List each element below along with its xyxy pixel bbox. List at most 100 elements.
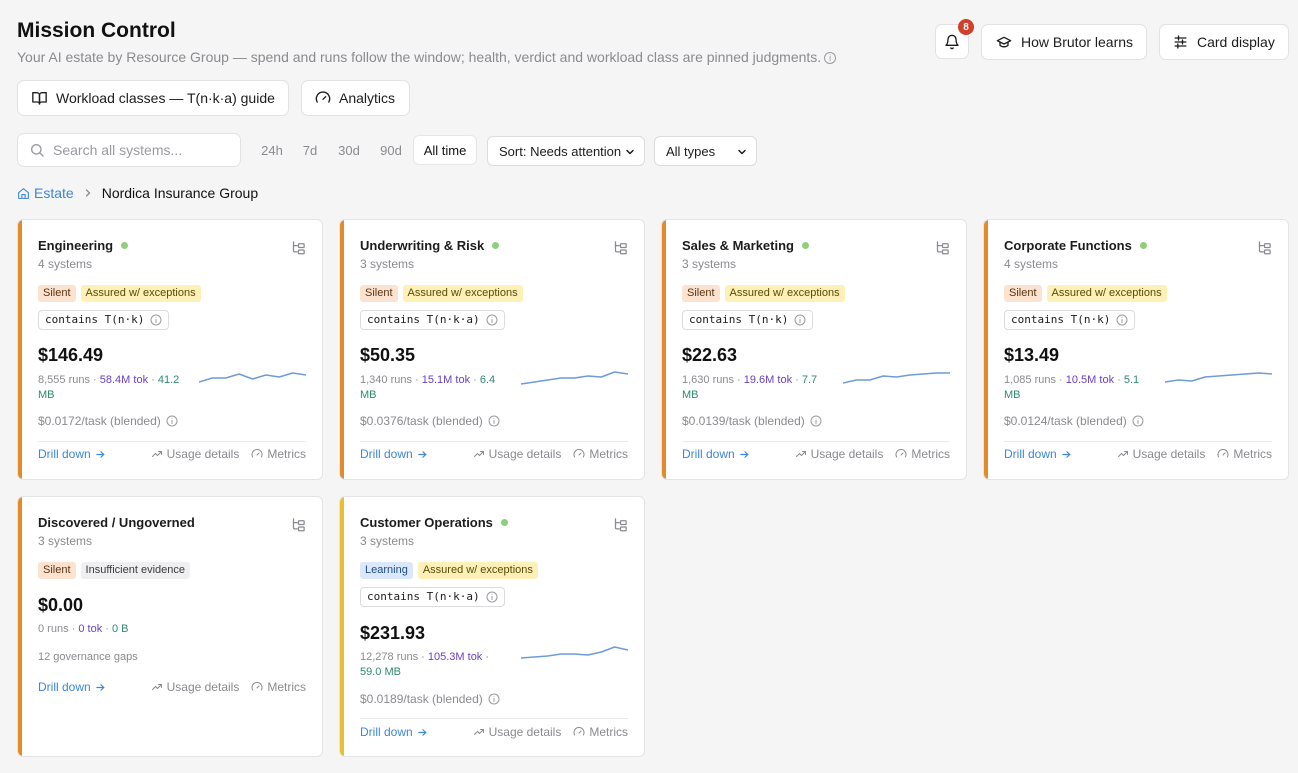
metrics-link[interactable]: Metrics bbox=[251, 447, 306, 461]
search-box[interactable] bbox=[17, 133, 241, 167]
card-footer: Drill down Usage details Metrics bbox=[38, 680, 306, 694]
usage-details-label: Usage details bbox=[166, 680, 240, 694]
search-input[interactable] bbox=[53, 142, 223, 158]
how-brutor-learns-button[interactable]: How Brutor learns bbox=[981, 24, 1147, 60]
workload-guide-button[interactable]: Workload classes — T(n·k·a) guide bbox=[17, 80, 289, 116]
range-30d[interactable]: 30d bbox=[338, 142, 360, 158]
card-system-count: 3 systems bbox=[682, 257, 737, 271]
info-icon[interactable] bbox=[1116, 314, 1128, 326]
resource-group-card[interactable]: Underwriting & Risk 3 systems Silent Assure… bbox=[339, 219, 645, 480]
range-24h[interactable]: 24h bbox=[261, 142, 283, 158]
info-icon[interactable] bbox=[150, 314, 162, 326]
card-usage-meta: 1,340 runs · 15.1M tok · 6.4 MB bbox=[360, 374, 496, 401]
chevron-down-icon bbox=[738, 149, 746, 155]
drill-down-label: Drill down bbox=[1004, 447, 1057, 461]
gauge-icon bbox=[1217, 449, 1229, 458]
resource-group-card[interactable]: Sales & Marketing 3 systems Silent Assured … bbox=[661, 219, 967, 480]
metrics-link[interactable]: Metrics bbox=[1217, 447, 1272, 461]
resource-group-card[interactable]: Engineering 4 systems Silent Assured w/ exc… bbox=[17, 219, 323, 480]
workload-class-chip: contains T(n·k) bbox=[38, 310, 170, 330]
spend-sparkline bbox=[199, 372, 306, 383]
info-icon[interactable] bbox=[486, 591, 498, 603]
chevron-down-icon bbox=[626, 149, 634, 155]
drill-down-link[interactable]: Drill down bbox=[38, 447, 106, 461]
hierarchy-icon[interactable] bbox=[613, 517, 628, 532]
breadcrumb-current: Nordica Insurance Group bbox=[101, 185, 259, 201]
drill-down-label: Drill down bbox=[38, 447, 91, 461]
info-icon[interactable] bbox=[1132, 415, 1144, 427]
usage-details-link[interactable]: Usage details bbox=[151, 447, 239, 461]
info-icon[interactable] bbox=[166, 415, 178, 427]
card-system-count: 4 systems bbox=[38, 257, 93, 271]
card-footer: Drill down Usage details Metrics bbox=[682, 447, 950, 461]
per-task-cost: $0.0172/task (blended) bbox=[38, 414, 178, 428]
info-icon[interactable] bbox=[488, 415, 500, 427]
metrics-link[interactable]: Metrics bbox=[251, 680, 306, 694]
drill-down-link[interactable]: Drill down bbox=[360, 447, 428, 461]
card-system-count: 4 systems bbox=[1004, 257, 1059, 271]
usage-details-link[interactable]: Usage details bbox=[473, 447, 561, 461]
hierarchy-icon[interactable] bbox=[291, 240, 306, 255]
per-task-cost-label: $0.0172/task (blended) bbox=[38, 414, 161, 428]
sort-select[interactable]: Sort: Needs attention bbox=[487, 136, 645, 166]
graduation-cap-icon bbox=[996, 36, 1012, 48]
tag-silent: Silent bbox=[682, 285, 720, 302]
card-title: Sales & Marketing bbox=[682, 238, 809, 253]
arrow-right-icon bbox=[95, 683, 105, 691]
card-spend: $22.63 bbox=[682, 345, 738, 365]
info-icon[interactable]: i bbox=[824, 52, 837, 64]
hierarchy-icon[interactable] bbox=[613, 240, 628, 255]
hierarchy-icon[interactable] bbox=[291, 517, 306, 532]
type-select[interactable]: All types bbox=[654, 136, 757, 166]
metrics-link[interactable]: Metrics bbox=[895, 447, 950, 461]
card-tags: Silent Assured w/ exceptions bbox=[360, 285, 523, 302]
notifications-button[interactable]: 8 bbox=[935, 19, 974, 59]
search-icon bbox=[31, 144, 44, 157]
runs-count: 12,278 runs bbox=[360, 651, 419, 663]
runs-count: 0 runs bbox=[38, 623, 69, 635]
breadcrumb-estate[interactable]: Estate bbox=[17, 185, 74, 201]
metrics-link[interactable]: Metrics bbox=[573, 447, 628, 461]
info-icon[interactable] bbox=[794, 314, 806, 326]
trending-up-icon bbox=[473, 729, 484, 735]
drill-down-link[interactable]: Drill down bbox=[1004, 447, 1072, 461]
usage-details-link[interactable]: Usage details bbox=[473, 725, 561, 739]
hierarchy-icon[interactable] bbox=[935, 240, 950, 255]
info-icon[interactable] bbox=[486, 314, 498, 326]
hierarchy-icon[interactable] bbox=[1257, 240, 1272, 255]
card-display-button[interactable]: Card display bbox=[1159, 24, 1289, 60]
info-icon[interactable] bbox=[488, 693, 500, 705]
resource-group-card[interactable]: Discovered / Ungoverned 3 systems Silent In… bbox=[17, 496, 323, 757]
data-volume: 5.1 MB bbox=[1004, 374, 1140, 401]
runs-count: 1,340 runs bbox=[360, 374, 412, 386]
analytics-button[interactable]: Analytics bbox=[301, 80, 410, 116]
drill-down-link[interactable]: Drill down bbox=[38, 680, 106, 694]
metrics-label: Metrics bbox=[589, 447, 628, 461]
usage-details-link[interactable]: Usage details bbox=[151, 680, 240, 694]
token-count: 58.4M tok bbox=[99, 374, 149, 386]
card-usage-meta: 0 runs · 0 tok · 0 B bbox=[38, 623, 129, 635]
drill-down-link[interactable]: Drill down bbox=[360, 725, 428, 739]
gauge-icon bbox=[573, 449, 585, 458]
resource-group-card[interactable]: Corporate Functions 4 systems Silent Assure… bbox=[983, 219, 1289, 480]
arrow-right-icon bbox=[739, 450, 749, 458]
chevron-right-icon bbox=[85, 189, 91, 197]
metrics-link[interactable]: Metrics bbox=[573, 725, 628, 739]
usage-details-link[interactable]: Usage details bbox=[1117, 447, 1205, 461]
card-usage-meta: 1,085 runs · 10.5M tok · 5.1 MB bbox=[1004, 374, 1140, 401]
range-all-time[interactable]: All time bbox=[413, 135, 477, 165]
drill-down-label: Drill down bbox=[682, 447, 735, 461]
per-task-cost: $0.0139/task (blended) bbox=[682, 414, 822, 428]
per-task-cost-label: $0.0124/task (blended) bbox=[1004, 414, 1127, 428]
resource-group-card[interactable]: Customer Operations 3 systems Learning Assu… bbox=[339, 496, 645, 757]
drill-down-link[interactable]: Drill down bbox=[682, 447, 750, 461]
gauge-icon bbox=[251, 682, 263, 691]
usage-details-link[interactable]: Usage details bbox=[795, 447, 883, 461]
range-7d[interactable]: 7d bbox=[302, 142, 318, 158]
info-icon[interactable] bbox=[810, 415, 822, 427]
runs-count: 1,085 runs bbox=[1004, 374, 1056, 386]
tag-silent: Silent bbox=[38, 285, 76, 302]
card-divider bbox=[682, 441, 950, 442]
range-90d[interactable]: 90d bbox=[380, 142, 402, 158]
card-tags: Silent Assured w/ exceptions bbox=[1004, 285, 1167, 302]
